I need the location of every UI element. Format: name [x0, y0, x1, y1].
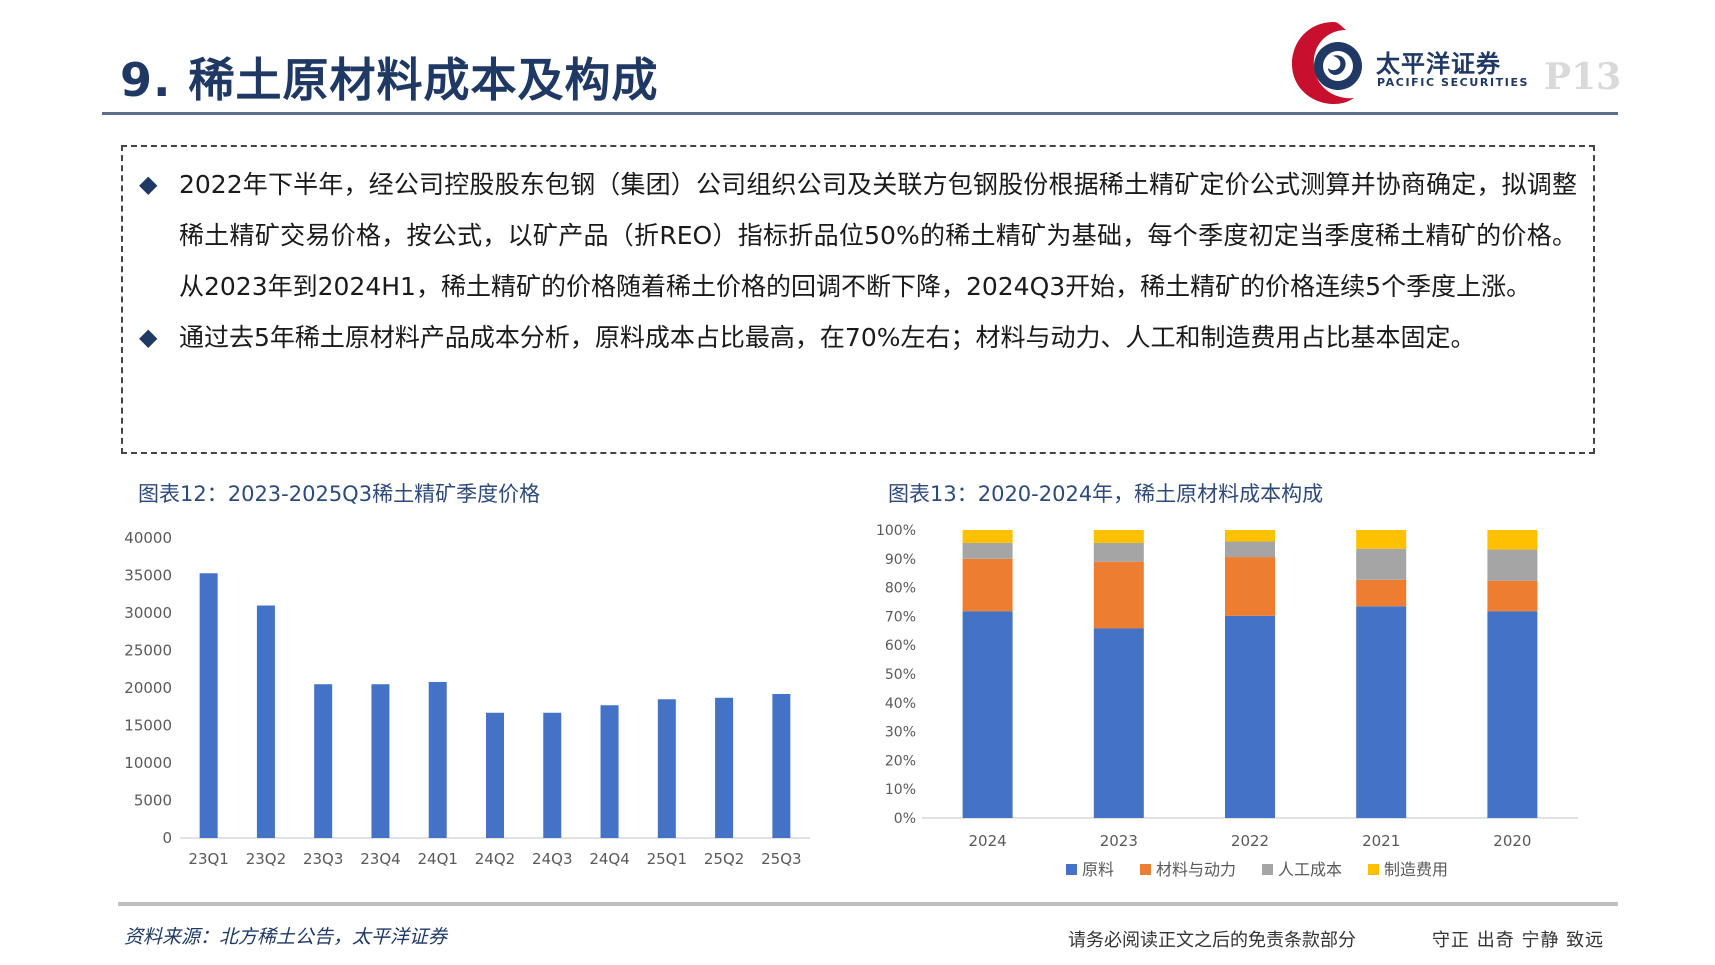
logo-emblem-icon [1292, 22, 1362, 104]
y-tick-label: 80% [885, 581, 916, 597]
diamond-bullet-icon: ◆ [139, 170, 158, 198]
company-logo: 太平洋证券 PACIFIC SECURITIES [1288, 16, 1528, 108]
chart12-title: 图表12：2023-2025Q3稀土精矿季度价格 [138, 482, 541, 506]
y-tick-label: 35000 [124, 567, 172, 585]
bar-25Q2 [715, 697, 734, 838]
source-note: 资料来源：北方稀土公告，太平洋证券 [124, 926, 448, 948]
logo-text-en: PACIFIC SECURITIES [1377, 76, 1530, 89]
y-tick-label: 50% [885, 667, 916, 683]
y-tick-label: 0 [162, 829, 172, 847]
legend-swatch-人工成本 [1262, 864, 1273, 875]
page-number: P13 [1544, 56, 1622, 98]
segment-2021-原料 [1356, 606, 1407, 818]
y-tick-label: 20000 [124, 679, 172, 697]
y-tick-label: 5000 [134, 792, 172, 810]
bar-23Q4 [371, 684, 390, 838]
segment-2020-制造费用 [1487, 530, 1538, 550]
y-tick-label: 30% [885, 725, 916, 741]
bar-24Q3 [543, 712, 562, 838]
x-tick-label: 2023 [1100, 832, 1138, 850]
y-tick-label: 60% [885, 638, 916, 654]
x-tick-label: 25Q3 [761, 850, 801, 868]
disclaimer-note: 请务必阅读正文之后的免责条款部分 [1068, 930, 1356, 951]
summary-bullet-2: ◆ 通过去5年稀土原材料产品成本分析，原料成本占比最高，在70%左右；材料与动力… [139, 312, 1577, 363]
title-divider [102, 112, 1618, 115]
bullet-text: 2022年下半年，经公司控股股东包钢（集团）公司组织公司及关联方包钢股份根据稀土… [179, 170, 1577, 301]
x-tick-label: 23Q1 [188, 850, 228, 868]
legend-swatch-制造费用 [1368, 864, 1379, 875]
segment-2024-原料 [962, 611, 1013, 818]
bar-24Q2 [486, 712, 504, 838]
segment-2024-人工成本 [962, 542, 1013, 559]
y-tick-label: 0% [894, 811, 916, 827]
y-tick-label: 40% [885, 696, 916, 712]
x-tick-label: 24Q4 [589, 850, 629, 868]
segment-2022-人工成本 [1225, 541, 1275, 558]
cost-structure-chart: 0% 10% 20% 30% 40% 50% 60% 70% 80% 90% 100% 2024 202… [876, 523, 1578, 879]
legend-swatch-材料与动力 [1140, 864, 1151, 875]
y-tick-label: 90% [885, 552, 916, 568]
segment-2023-原料 [1093, 628, 1144, 818]
bar-24Q1 [428, 682, 447, 838]
legend-label: 人工成本 [1278, 860, 1342, 879]
y-tick-label: 10000 [124, 754, 172, 772]
x-tick-label: 23Q4 [360, 850, 400, 868]
segment-2020-材料与动力 [1487, 580, 1538, 612]
x-tick-label: 2021 [1362, 832, 1400, 850]
x-tick-label: 24Q2 [475, 850, 515, 868]
bar-23Q2 [256, 605, 275, 838]
bar-24Q4 [600, 705, 619, 838]
segment-2023-制造费用 [1093, 530, 1144, 543]
x-tick-label: 2020 [1493, 832, 1531, 850]
summary-bullet-1: ◆ 2022年下半年，经公司控股股东包钢（集团）公司组织公司及关联方包钢股份根据… [139, 159, 1577, 312]
segment-2023-材料与动力 [1093, 561, 1144, 629]
y-tick-label: 40000 [124, 529, 172, 547]
chart13-title: 图表13：2020-2024年，稀土原材料成本构成 [888, 482, 1324, 506]
segment-2024-制造费用 [962, 530, 1013, 543]
logo-text-cn: 太平洋证券 [1376, 50, 1501, 78]
legend-label: 材料与动力 [1156, 860, 1236, 879]
legend-swatch-原料 [1066, 864, 1077, 875]
y-tick-label: 70% [885, 609, 916, 625]
quarterly-price-chart: 0 5000 10000 15000 20000 25000 30000 35000 40000… [124, 529, 810, 868]
x-tick-label: 2024 [969, 832, 1007, 850]
segment-2021-人工成本 [1356, 548, 1407, 580]
bullet-text: 通过去5年稀土原材料产品成本分析，原料成本占比最高，在70%左右；材料与动力、人… [179, 323, 1476, 352]
y-tick-label: 30000 [124, 604, 172, 622]
segment-2020-人工成本 [1487, 549, 1538, 581]
company-slogan: 守正 出奇 宁静 致远 [1432, 930, 1605, 951]
segment-2021-制造费用 [1356, 530, 1407, 549]
legend-label: 原料 [1082, 860, 1114, 879]
y-tick-label: 20% [885, 753, 916, 769]
segment-2022-原料 [1225, 615, 1275, 818]
x-tick-label: 25Q2 [704, 850, 744, 868]
segment-2022-制造费用 [1225, 530, 1275, 542]
x-tick-label: 24Q3 [532, 850, 572, 868]
bar-25Q3 [772, 694, 791, 838]
y-tick-label: 15000 [124, 717, 172, 735]
segment-2020-原料 [1487, 611, 1538, 818]
segment-2021-材料与动力 [1356, 579, 1407, 607]
diamond-bullet-icon: ◆ [139, 323, 158, 351]
segment-2024-材料与动力 [962, 558, 1013, 612]
bar-23Q1 [199, 573, 218, 838]
x-tick-label: 2022 [1231, 832, 1269, 850]
footer-divider [118, 902, 1618, 906]
x-tick-label: 23Q3 [303, 850, 343, 868]
summary-box: ◆ 2022年下半年，经公司控股股东包钢（集团）公司组织公司及关联方包钢股份根据… [121, 145, 1595, 454]
legend-label: 制造费用 [1384, 860, 1448, 879]
segment-2023-人工成本 [1093, 542, 1144, 562]
page-title: 9. 稀土原材料成本及构成 [120, 53, 659, 107]
x-tick-label: 25Q1 [647, 850, 687, 868]
x-tick-label: 23Q2 [246, 850, 286, 868]
segment-2022-材料与动力 [1225, 557, 1275, 616]
x-tick-label: 24Q1 [418, 850, 458, 868]
bar-25Q1 [657, 699, 676, 838]
bar-23Q3 [314, 684, 333, 838]
y-tick-label: 10% [885, 782, 916, 798]
y-tick-label: 25000 [124, 642, 172, 660]
y-tick-label: 100% [876, 523, 916, 539]
